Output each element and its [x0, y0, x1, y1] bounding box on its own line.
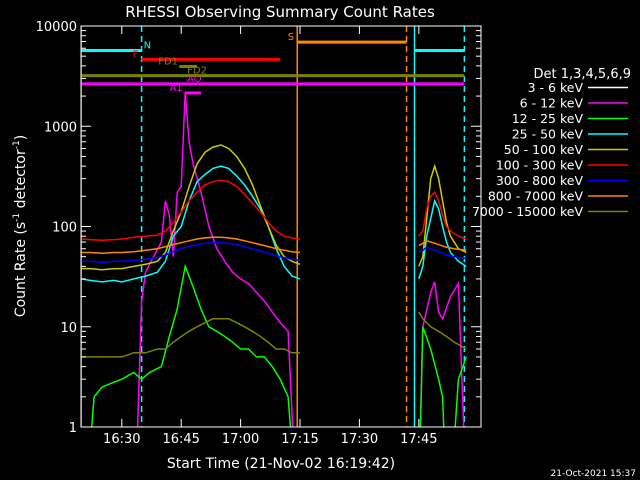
timestamp: 21-Oct-2021 15:37 — [551, 469, 636, 479]
flag-label-f: F — [133, 49, 139, 60]
y-tick-label-1: 10 — [60, 321, 77, 336]
series-line-8 — [81, 311, 467, 358]
flag-label-ao: AO — [187, 74, 202, 85]
x-axis-label: Start Time (21-Nov-02 16:19:42) — [167, 456, 395, 472]
series-line-4 — [81, 144, 467, 271]
x-tick-label-5: 17:45 — [400, 432, 437, 447]
x-tick-label-1: 16:45 — [162, 432, 199, 447]
legend-label-6: 300 - 800 keV — [496, 173, 584, 188]
y-axis-label-main: Count Rate (s — [13, 222, 29, 317]
y-tick-label-2: 100 — [52, 221, 77, 236]
series-line-1 — [136, 91, 465, 427]
series-line-3 — [81, 165, 467, 283]
flag-label-fd2: FD2 — [187, 66, 207, 77]
y-tick-label-0: 1 — [69, 421, 77, 436]
flag-label-s: S — [288, 32, 294, 43]
legend-label-7: 800 - 7000 keV — [488, 189, 584, 204]
y-axis-label-sup1: -1 — [12, 213, 22, 222]
y-axis-label-mid: detector — [13, 149, 29, 213]
x-tick-label-2: 17:00 — [222, 432, 259, 447]
x-axis-ticks: 16:30 16:45 17:00 17:15 17:30 17:45 — [103, 26, 438, 447]
y-axis-ticks: 1 10 100 1000 10000 — [36, 20, 481, 436]
chart-title: RHESSI Observing Summary Count Rates — [125, 3, 435, 21]
series-line-7 — [81, 236, 467, 255]
y-tick-label-4: 10000 — [36, 20, 77, 35]
flag-label-n: N — [144, 40, 151, 51]
y-axis-label-end: ) — [13, 135, 29, 140]
series-lines — [81, 91, 468, 427]
x-tick-label-4: 17:30 — [341, 432, 378, 447]
x-tick-label-0: 16:30 — [103, 432, 140, 447]
legend-label-1: 6 - 12 keV — [520, 96, 584, 111]
y-axis-label: Count Rate (s-1 detector-1) — [12, 135, 29, 317]
legend-label-3: 25 - 50 keV — [512, 127, 584, 142]
series-line-6 — [81, 241, 467, 263]
legend-title: Det 1,3,4,5,6,9 — [533, 67, 631, 82]
series-line-0 — [142, 100, 449, 427]
series-line-2 — [90, 263, 468, 427]
x-tick-label-3: 17:15 — [281, 432, 318, 447]
legend-label-5: 100 - 300 keV — [496, 158, 584, 173]
flag-label-fd1: FD1 — [158, 56, 178, 67]
y-tick-label-3: 1000 — [44, 120, 77, 135]
y-axis-label-sup2: -1 — [12, 140, 22, 149]
series-line-5 — [81, 179, 467, 241]
legend-label-2: 12 - 25 keV — [512, 111, 584, 126]
legend-label-4: 50 - 100 keV — [504, 142, 584, 157]
flag-label-a1: A1 — [170, 83, 183, 94]
legend-label-0: 3 - 6 keV — [528, 80, 584, 95]
legend-label-8: 7000 - 15000 keV — [472, 204, 583, 219]
